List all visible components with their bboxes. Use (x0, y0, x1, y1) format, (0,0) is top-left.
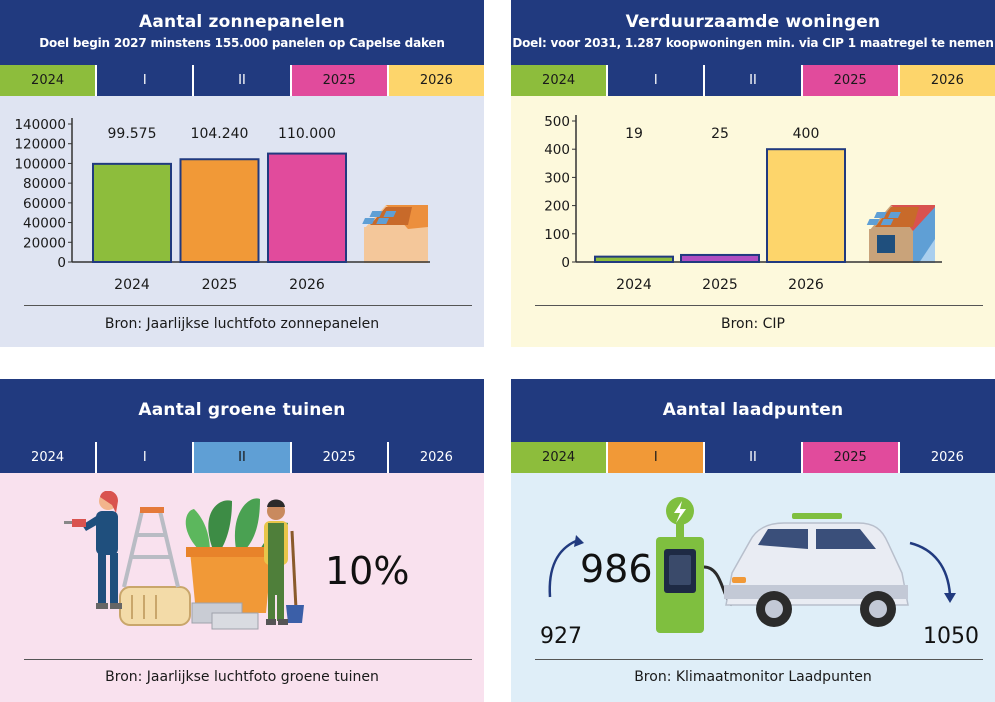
bar-2024 (92, 162, 172, 263)
gardens-title: Aantal groene tuinen (138, 400, 346, 420)
timeline-q2: II (705, 442, 803, 473)
timeline-2026: 2026 (388, 65, 484, 96)
x-tick-label: 2025 (702, 277, 738, 293)
solar-header: Aantal zonnepanelen Doel begin 2027 mins… (0, 0, 484, 65)
gardens-divider (24, 659, 472, 660)
bar-2024 (594, 255, 674, 263)
data-label: 110.000 (278, 126, 336, 142)
homes-source: Bron: CIP (720, 316, 785, 332)
homes-divider (535, 305, 983, 306)
homes-panel: Verduurzaamde woningen Doel: voor 2031, … (511, 0, 995, 347)
data-label: 400 (793, 126, 820, 142)
charging-target: 1050 (923, 624, 979, 649)
timeline-q1: I (97, 442, 195, 473)
charging-timeline: 2024 I II 2025 2026 (511, 442, 995, 473)
timeline-q1: I (608, 442, 706, 473)
y-tick-label: 400 (544, 142, 570, 158)
y-tick-label: 100000 (14, 156, 66, 172)
gardens-source: Bron: Jaarlijkse luchtfoto groene tuinen (105, 669, 379, 685)
x-tick-label: 2026 (289, 277, 325, 293)
timeline-q2: II (705, 65, 803, 96)
bar-2026 (267, 152, 347, 264)
charging-source: Bron: Klimaatmonitor Laadpunten (634, 669, 872, 685)
timeline-q1: I (608, 65, 706, 96)
homes-title: Verduurzaamde woningen (625, 12, 881, 32)
x-tick-label: 2024 (114, 277, 150, 293)
y-tick-label: 40000 (23, 216, 66, 232)
y-tick-label: 140000 (14, 117, 66, 133)
charging-divider (535, 659, 983, 660)
y-tick-label: 80000 (23, 176, 66, 192)
homes-header: Verduurzaamde woningen Doel: voor 2031, … (511, 0, 995, 65)
y-tick-label: 100 (544, 227, 570, 243)
homes-bar-chart: 0 100 200 300 400 500 19 2024 25 2025 400 2026 (544, 114, 942, 293)
timeline-2025: 2025 (802, 442, 900, 473)
y-tick-label: 300 (544, 170, 570, 186)
x-tick-label: 2025 (202, 277, 238, 293)
data-label: 99.575 (108, 126, 157, 142)
homes-subtitle: Doel: voor 2031, 1.287 koopwoningen min.… (512, 36, 994, 50)
increase-arrow-icon (548, 539, 577, 598)
data-label: 104.240 (191, 126, 249, 142)
bar-2025 (680, 253, 760, 263)
charging-illustration (548, 497, 956, 633)
charging-previous: 927 (540, 624, 582, 649)
charging-panel: Aantal laadpunten 2024 I II 2025 2026 (511, 379, 995, 702)
timeline-2025: 2025 (291, 65, 389, 96)
data-label: 19 (625, 126, 643, 142)
x-tick-label: 2024 (616, 277, 652, 293)
data-label: 25 (711, 126, 729, 142)
solar-timeline: 2024 I II 2025 2026 (0, 65, 484, 96)
timeline-2024: 2024 (511, 65, 609, 96)
homes-timeline: 2024 I II 2025 2026 (511, 65, 995, 96)
timeline-2025: 2025 (291, 442, 389, 473)
y-tick-label: 200 (544, 199, 570, 215)
gardens-percentage: 10% (325, 549, 410, 593)
gardens-timeline: 2024 I II 2025 2026 (0, 442, 484, 473)
bar-2026 (766, 148, 846, 264)
solar-divider (24, 305, 472, 306)
charging-title: Aantal laadpunten (662, 400, 844, 420)
y-tick-label: 120000 (14, 137, 66, 153)
timeline-2026: 2026 (899, 442, 995, 473)
timeline-2024: 2024 (0, 442, 98, 473)
timeline-q2: II (194, 65, 292, 96)
solar-bar-chart: 0 20000 40000 60000 80000 100000 120000 140000 9… (14, 117, 430, 293)
bar-2025 (179, 158, 260, 263)
y-tick-label: 60000 (23, 196, 66, 212)
timeline-2026: 2026 (899, 65, 995, 96)
y-tick-label: 0 (561, 255, 570, 271)
gardens-panel: Aantal groene tuinen 2024 I II 2025 2026 (0, 379, 484, 702)
increase-arrow-icon (909, 541, 952, 596)
timeline-q1: I (97, 65, 195, 96)
charging-current: 986 (580, 547, 653, 591)
solar-panels-panel: Aantal zonnepanelen Doel begin 2027 mins… (0, 0, 484, 347)
x-tick-label: 2026 (788, 277, 824, 293)
solar-source: Bron: Jaarlijkse luchtfoto zonnepanelen (104, 316, 380, 332)
timeline-q2: II (194, 442, 292, 473)
solar-subtitle: Doel begin 2027 minstens 155.000 panelen… (39, 36, 445, 50)
gardening-illustration (64, 491, 304, 630)
y-tick-label: 0 (57, 255, 66, 271)
charging-header: Aantal laadpunten (511, 379, 995, 442)
timeline-2026: 2026 (388, 442, 484, 473)
house-solar-icon (866, 205, 935, 263)
solar-title: Aantal zonnepanelen (139, 12, 345, 32)
timeline-2024: 2024 (511, 442, 609, 473)
y-tick-label: 20000 (23, 235, 66, 251)
y-tick-label: 500 (544, 114, 570, 130)
gardens-header: Aantal groene tuinen (0, 379, 484, 442)
house-solar-icon (362, 205, 428, 263)
timeline-2025: 2025 (802, 65, 900, 96)
timeline-2024: 2024 (0, 65, 98, 96)
